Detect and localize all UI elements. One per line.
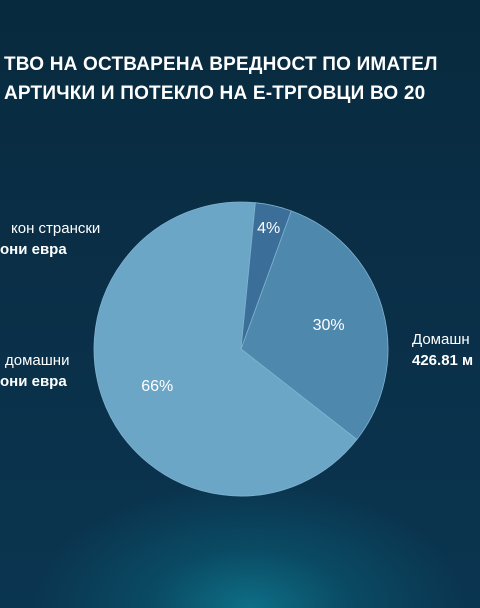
label-foreign-name: кон странски	[11, 220, 101, 237]
label-domestic-value: 426.81 м	[412, 352, 474, 369]
chart-title-line-2: АРТИЧКИ И ПОТЕКЛО НА Е-ТРГОВЦИ ВО 20	[4, 83, 426, 104]
pie-slice-0	[240, 210, 389, 441]
label-domestic: Домашн 426.81 м	[412, 329, 473, 371]
label-domestic-name: Домашн	[412, 331, 470, 348]
pie-slice-2	[240, 202, 292, 350]
label-domestic-small-name: домашни	[5, 352, 70, 369]
chart-title: ТВО НА ОСТВАРЕНА ВРЕДНОСТ ПО ИМАТЕЛ АРТИ…	[0, 50, 480, 108]
label-domestic-small: домашни они евра	[0, 350, 69, 392]
pie-slice-label-1: 66%	[141, 378, 173, 395]
pie-slice-1	[93, 201, 358, 497]
label-foreign-value: они евра	[0, 241, 67, 258]
pie-slice-label-2: 4%	[257, 220, 280, 237]
pie-slice-label-0: 30%	[313, 317, 345, 334]
label-foreign: кон странски они евра	[0, 218, 100, 260]
chart-title-line-1: ТВО НА ОСТВАРЕНА ВРЕДНОСТ ПО ИМАТЕЛ	[4, 54, 438, 75]
label-domestic-small-value: они евра	[0, 373, 67, 390]
